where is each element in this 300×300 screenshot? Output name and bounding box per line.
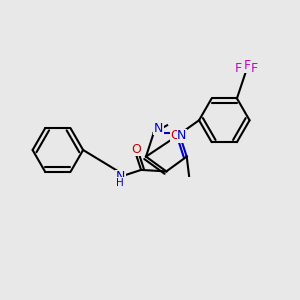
Text: N: N	[177, 129, 187, 142]
Text: F: F	[235, 62, 242, 75]
Text: F: F	[251, 62, 258, 75]
Text: O: O	[131, 142, 141, 156]
Text: F: F	[244, 59, 251, 72]
Text: O: O	[171, 129, 180, 142]
Text: N: N	[154, 122, 163, 135]
Text: H: H	[116, 178, 124, 188]
Text: N: N	[116, 170, 125, 183]
